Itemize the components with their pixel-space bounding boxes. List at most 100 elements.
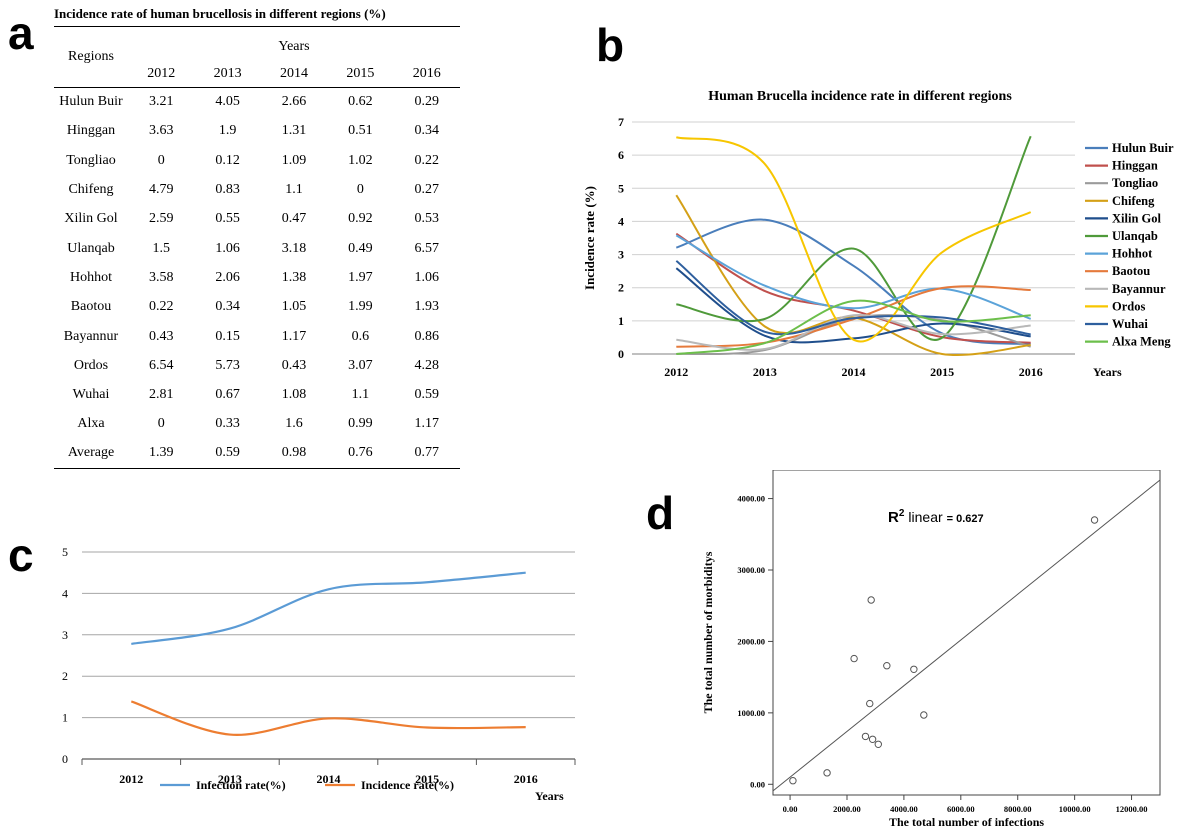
y-tick-label: 1000.00: [737, 708, 765, 718]
chart-b-regional-incidence: Human Brucella incidence rate in differe…: [582, 89, 1174, 379]
value-cell: 3.07: [348, 357, 373, 373]
legend-label: Incidence rate(%): [361, 778, 454, 792]
value-cell: 2.81: [148, 387, 174, 403]
r-squared-value: = 0.627: [947, 513, 984, 525]
y-tick-label: 4: [618, 214, 624, 228]
region-cell: Bayannur: [63, 328, 119, 344]
series-line: [676, 135, 1032, 341]
panel-label-b: b: [596, 19, 625, 71]
value-cell: 0.67: [215, 387, 240, 403]
value-cell: 1.1: [351, 387, 370, 403]
y-tick-label: 1: [618, 314, 624, 328]
y-tick-label: 3: [62, 628, 68, 642]
value-cell: 0.43: [148, 328, 174, 344]
x-tick-label: 2016: [1019, 365, 1043, 379]
value-cell: 3.63: [148, 123, 174, 139]
y-tick-label: 1: [62, 711, 68, 725]
series-line: [675, 218, 1031, 346]
value-cell: 0.51: [348, 123, 373, 139]
y-tick-label: 4: [62, 586, 68, 600]
value-cell: 3.18: [281, 240, 307, 256]
data-point: [823, 769, 831, 777]
data-point: [868, 735, 877, 743]
value-cell: 0.22: [414, 152, 440, 168]
x-axis-label: The total number of infections: [889, 815, 1044, 829]
y-tick-label: 4000.00: [737, 494, 765, 504]
table-row: Average 1.39 0.59 0.98 0.76 0.77: [54, 439, 460, 469]
value-cell: 0.43: [281, 357, 307, 373]
x-tick-label: 0.00: [783, 804, 798, 814]
value-cell: 2.06: [215, 269, 240, 285]
legend-label: Ulanqab: [1112, 229, 1158, 243]
region-cell: Wuhai: [72, 387, 110, 403]
value-cell: 1.93: [414, 299, 440, 315]
series-line: [130, 700, 526, 736]
value-cell: 0: [356, 182, 364, 198]
region-cell: Ordos: [73, 357, 109, 373]
table-row: Ulanqab 1.5 1.06 3.18 0.49 6.57: [54, 234, 460, 263]
legend-label: Bayannur: [1112, 282, 1166, 296]
series-line: [675, 234, 1032, 320]
value-cell: 3.21: [148, 94, 174, 110]
value-cell: 2.59: [148, 211, 174, 227]
x-tick-label: 2014: [842, 365, 866, 379]
incidence-table: Incidence rate of human brucellosis in d…: [54, 6, 460, 469]
year-header: 2016: [412, 66, 441, 81]
value-cell: 1.99: [348, 299, 373, 315]
value-cell: 4.05: [215, 94, 240, 110]
y-tick-label: 3: [618, 248, 624, 262]
x-tick-label: 8000.00: [1004, 804, 1032, 814]
series-line: [131, 571, 526, 645]
region-cell: Baotou: [70, 299, 112, 315]
y-tick-label: 3000.00: [737, 565, 765, 575]
y-tick-label: 0: [62, 752, 68, 766]
group-header: Years: [278, 39, 310, 54]
value-cell: 0.6: [351, 328, 370, 344]
value-cell: 1.39: [148, 445, 174, 461]
x-tick-label: 4000.00: [890, 804, 918, 814]
table-row: Chifeng 4.79 0.83 1.1 0 0.27: [54, 175, 460, 204]
table-row: Ordos 6.54 5.73 0.43 3.07 4.28: [54, 351, 460, 380]
value-cell: 0.33: [215, 416, 240, 432]
value-cell: 0.15: [215, 328, 240, 344]
value-cell: 0.27: [414, 182, 440, 198]
y-tick-label: 2: [618, 281, 624, 295]
panel-label-a: a: [8, 7, 34, 59]
x-tick-label: 2013: [218, 772, 242, 786]
data-point: [789, 777, 797, 785]
value-cell: 5.73: [215, 357, 240, 373]
series-line: [675, 194, 1031, 356]
value-cell: 1.6: [285, 416, 303, 432]
fit-line: [772, 479, 1161, 792]
panel-label-d: d: [646, 487, 675, 539]
table-row: Baotou 0.22 0.34 1.05 1.99 1.93: [54, 293, 460, 322]
legend-label: Baotou: [1112, 264, 1150, 278]
data-point: [883, 662, 891, 670]
y-tick-label: 5: [618, 181, 624, 195]
y-tick-label: 2000.00: [737, 636, 765, 646]
x-tick-label: 2014: [317, 772, 341, 786]
r-squared-symbol: R: [888, 509, 899, 526]
value-cell: 0.34: [215, 299, 240, 315]
value-cell: 0.59: [414, 387, 440, 403]
table-row: Xilin Gol 2.59 0.55 0.47 0.92 0.53: [54, 205, 460, 234]
value-cell: 6.54: [148, 357, 174, 373]
table-title: Incidence rate of human brucellosis in d…: [54, 6, 460, 27]
chart-d-scatter: 0.00 2000.00 4000.00 6000.00 8000.00 10000.00…: [701, 470, 1161, 829]
value-cell: 1.06: [215, 240, 240, 256]
value-cell: 0.92: [348, 211, 373, 227]
series-line: [676, 299, 1031, 355]
data-point: [861, 732, 870, 741]
value-cell: 0.12: [215, 152, 240, 168]
year-header: 2012: [147, 66, 176, 81]
legend-label: Infection rate(%): [196, 778, 286, 792]
legend-label: Hulun Buir: [1112, 141, 1174, 155]
value-cell: 1.38: [281, 269, 307, 285]
value-cell: 1.31: [281, 123, 307, 139]
x-tick-label: 6000.00: [947, 804, 975, 814]
year-header: 2013: [213, 66, 242, 81]
value-cell: 0.99: [348, 416, 373, 432]
data-point: [866, 699, 874, 708]
legend-label: Ordos: [1112, 299, 1145, 313]
y-axis-label: The total number of morbiditys: [701, 551, 715, 713]
